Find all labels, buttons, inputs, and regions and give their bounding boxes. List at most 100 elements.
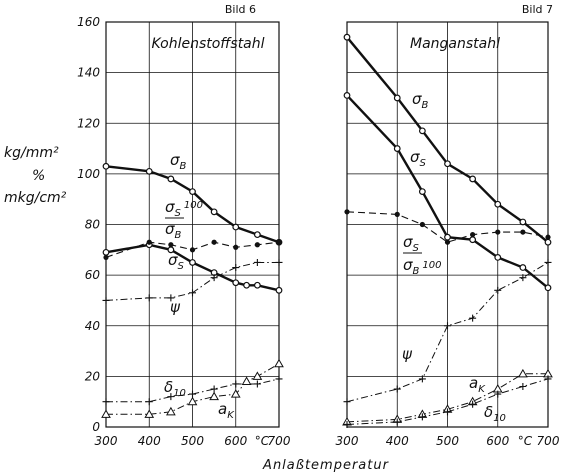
label-sigma-s-sigma-b-100: σS100 bbox=[165, 198, 203, 219]
y-tick-label: 40 bbox=[85, 319, 101, 333]
data-point bbox=[168, 242, 174, 248]
data-point bbox=[253, 231, 261, 239]
data-point bbox=[519, 218, 527, 226]
x-axis-label: Anlaßtemperatur bbox=[262, 458, 390, 473]
data-point bbox=[494, 254, 502, 261]
data-point bbox=[343, 398, 351, 406]
data-point bbox=[253, 380, 261, 388]
data-point bbox=[233, 244, 239, 250]
label-sigma-b: σB bbox=[170, 151, 187, 172]
series-line bbox=[346, 378, 549, 425]
series-line bbox=[346, 211, 549, 243]
data-point bbox=[102, 398, 110, 406]
y-axis-label-line-1: kg/mm² bbox=[4, 145, 59, 161]
data-point bbox=[469, 175, 477, 183]
data-point bbox=[544, 284, 552, 292]
series-line bbox=[106, 378, 280, 403]
series-line bbox=[105, 241, 280, 258]
data-point bbox=[254, 242, 260, 248]
data-point bbox=[418, 375, 426, 383]
data-point bbox=[103, 254, 109, 261]
data-point bbox=[144, 409, 155, 418]
data-point bbox=[189, 259, 196, 266]
x-tick-label: 500 bbox=[436, 434, 459, 448]
data-point bbox=[209, 391, 219, 401]
y-tick-label: 100 bbox=[77, 167, 100, 181]
series-sigma-s-sigma-b-100 bbox=[344, 209, 551, 245]
y-tick-label: 20 bbox=[85, 369, 101, 383]
data-point bbox=[189, 247, 196, 253]
data-point bbox=[469, 400, 477, 408]
data-point bbox=[189, 188, 196, 195]
label-sigma-s: σS bbox=[168, 251, 185, 272]
data-point bbox=[494, 286, 502, 294]
data-point bbox=[545, 234, 551, 240]
data-point bbox=[253, 258, 261, 266]
data-point bbox=[210, 385, 218, 393]
x-tick-label: 600 bbox=[486, 434, 509, 448]
data-point bbox=[252, 371, 263, 380]
data-point bbox=[167, 294, 175, 302]
data-point bbox=[275, 286, 283, 294]
x-unit-right: °C bbox=[518, 434, 533, 448]
data-point bbox=[146, 239, 152, 245]
x-tick-label: 300 bbox=[336, 434, 359, 448]
data-point bbox=[343, 92, 351, 99]
data-point bbox=[102, 162, 110, 170]
data-point bbox=[230, 389, 241, 398]
data-point bbox=[470, 232, 476, 238]
series-line bbox=[105, 165, 280, 244]
curve-labels-left: σB σS100 σB σS ψ δ10 aK bbox=[164, 151, 235, 421]
data-point bbox=[232, 264, 240, 272]
data-point bbox=[275, 258, 283, 266]
data-point bbox=[211, 239, 217, 245]
data-point bbox=[275, 375, 283, 383]
label-sigma-s: σS bbox=[410, 148, 427, 169]
data-point bbox=[544, 375, 552, 383]
label-psi: ψ bbox=[170, 298, 181, 316]
data-point bbox=[274, 358, 284, 368]
data-point bbox=[166, 406, 176, 416]
panel-kohlenstoffstahl: 300 400 500 600 700 0 20 40 60 80 100 120 140 160 Bil… bbox=[77, 3, 291, 448]
label-sigma-s-sigma-b-100-den: σB bbox=[165, 220, 182, 241]
data-point bbox=[102, 248, 110, 256]
series-sigma-b bbox=[343, 33, 552, 246]
data-point bbox=[419, 221, 425, 228]
data-point bbox=[393, 418, 401, 426]
data-point bbox=[189, 390, 196, 398]
data-point bbox=[393, 94, 401, 102]
label-delta-10: δ10 bbox=[484, 403, 506, 424]
data-point bbox=[494, 200, 502, 208]
data-point bbox=[253, 281, 261, 289]
data-point bbox=[145, 167, 153, 175]
data-point bbox=[232, 380, 240, 388]
data-point bbox=[469, 236, 477, 244]
data-point bbox=[495, 229, 501, 235]
series-ak bbox=[101, 358, 284, 418]
x-tick-label: 700 bbox=[537, 434, 560, 448]
data-point bbox=[518, 368, 528, 378]
data-point bbox=[243, 281, 250, 289]
label-a-k: aK bbox=[218, 400, 235, 421]
data-point bbox=[394, 211, 400, 217]
y-tick-label: 0 bbox=[92, 420, 100, 434]
data-point bbox=[276, 239, 282, 245]
y-tick-label: 60 bbox=[85, 268, 101, 282]
data-point bbox=[145, 398, 153, 406]
data-point bbox=[444, 322, 451, 330]
series-delta-10 bbox=[343, 375, 552, 428]
x-tick-label: 500 bbox=[181, 434, 204, 448]
label-sigma-s-sigma-b-100: σS bbox=[403, 233, 420, 254]
data-point bbox=[544, 238, 552, 246]
data-point bbox=[187, 396, 198, 406]
x-tick-label: 300 bbox=[95, 434, 118, 448]
series-sigma-s-sigma-b-100 bbox=[103, 239, 282, 261]
series-psi bbox=[102, 258, 283, 304]
data-point bbox=[444, 160, 451, 168]
label-delta-10: δ10 bbox=[164, 378, 186, 399]
x-tick-label: 400 bbox=[138, 434, 161, 448]
data-point bbox=[444, 233, 451, 241]
y-tick-label: 120 bbox=[77, 116, 100, 130]
data-point bbox=[145, 294, 153, 302]
figure-label: Bild 6 bbox=[225, 3, 256, 16]
